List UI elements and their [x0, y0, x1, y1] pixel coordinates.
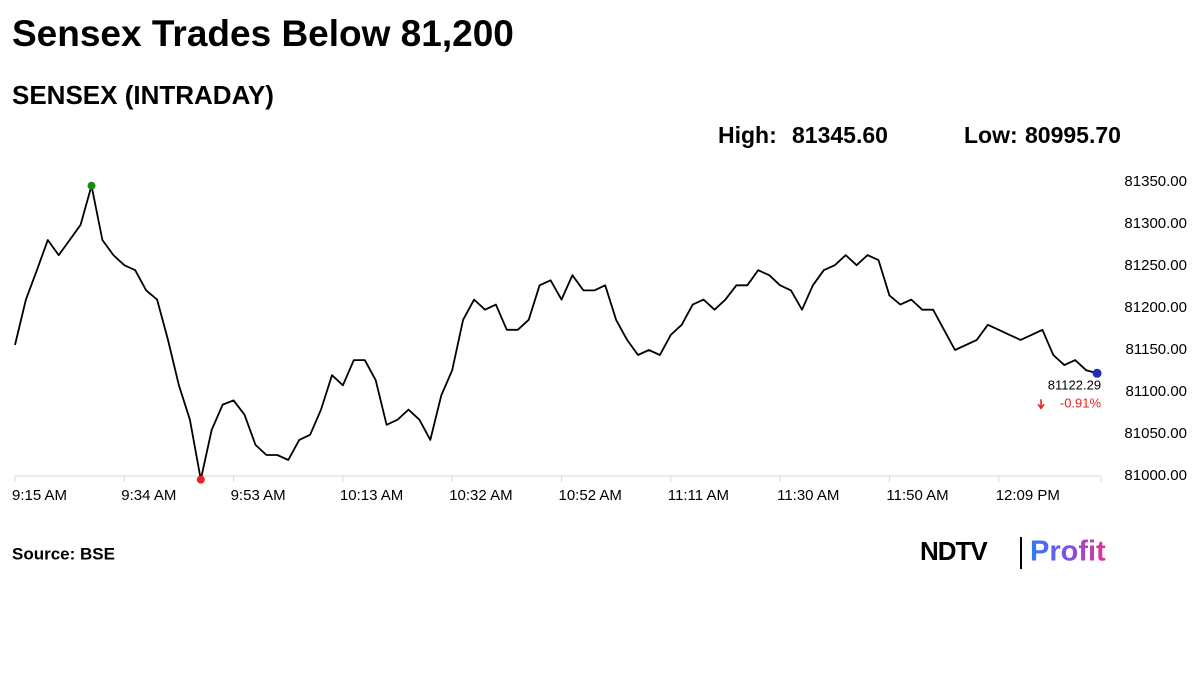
logo-profit: Profit — [1030, 536, 1106, 568]
y-tick-label: 81300.00 — [1124, 215, 1187, 232]
logo-ndtv: NDTV — [920, 536, 988, 566]
x-tick-label: 12:09 PM — [996, 487, 1060, 504]
y-tick-label: 81350.00 — [1124, 173, 1187, 190]
y-tick-label: 81100.00 — [1126, 383, 1187, 400]
high-value: 81345.60 — [792, 122, 888, 148]
chart-subtitle: SENSEX (INTRADAY) — [12, 80, 274, 110]
y-tick-label: 81250.00 — [1124, 257, 1187, 274]
y-tick-label: 81200.00 — [1124, 299, 1187, 316]
price-line — [14, 184, 1098, 481]
x-tick-label: 9:53 AM — [231, 487, 286, 504]
chart-title: Sensex Trades Below 81,200 — [12, 13, 514, 54]
low-value: 80995.70 — [1025, 122, 1121, 148]
x-tick-label: 11:11 AM — [668, 487, 729, 504]
x-tick-label: 9:15 AM — [12, 487, 67, 504]
x-tick-label: 9:34 AM — [121, 487, 176, 504]
x-tick-label: 10:13 AM — [340, 487, 403, 504]
down-arrow — [1037, 399, 1045, 410]
x-tick-label: 10:52 AM — [559, 487, 622, 504]
y-tick-label: 81050.00 — [1124, 425, 1187, 442]
y-tick-label: 81000.00 — [1124, 467, 1187, 484]
x-tick-label: 10:32 AM — [449, 487, 512, 504]
x-tick-label: 11:50 AM — [886, 487, 948, 504]
high-label: High: — [718, 122, 777, 148]
last-value-label: 81122.29 — [1048, 378, 1101, 393]
last-marker — [1092, 368, 1102, 378]
y-tick-label: 81150.00 — [1126, 341, 1187, 358]
low-marker — [196, 475, 205, 484]
low-label: Low: — [964, 122, 1018, 148]
source: Source: BSE — [12, 544, 115, 563]
x-tick-label: 11:30 AM — [777, 487, 839, 504]
high-marker — [87, 181, 96, 190]
change-label: -0.91% — [1060, 396, 1102, 411]
